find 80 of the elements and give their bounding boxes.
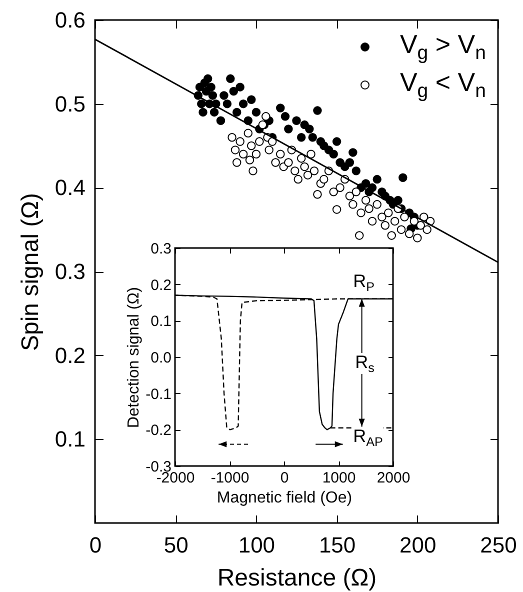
point [290,166,300,176]
point [410,216,419,226]
y-tick-label: -0.2 [146,422,172,440]
point [332,205,342,214]
point [246,141,256,150]
point [354,231,364,240]
point [390,216,400,226]
point [300,162,309,172]
point [336,183,344,192]
x-tick-label: 50 [164,532,188,558]
point [228,133,236,142]
legend-label: V$_{g}$ < V$_{n}$ [400,67,486,103]
x-tick-label: 2000 [376,470,410,486]
y-axis-title: Spin signal (Ω) [16,192,44,352]
point [384,208,393,218]
point [294,174,302,184]
point [296,154,306,163]
point [361,196,370,205]
point [352,187,361,196]
point [245,156,254,164]
point [306,150,316,158]
point [238,150,248,158]
point [348,200,358,209]
point [244,128,253,138]
annotation: R$_{AP}$ [353,426,383,449]
point [329,187,338,196]
point [276,150,285,158]
point [310,166,319,176]
x-axis-title: Magnetic field (Oe) [216,490,352,506]
point [378,212,386,222]
x-tick-label: 0 [280,470,289,486]
point [396,225,406,234]
point [413,234,422,242]
point [345,192,354,200]
y-tick-label: 0.5 [54,91,86,116]
y-tick-label: 0.1 [54,426,86,452]
x-axis-title: Resistance (Ω) [217,564,377,592]
point [320,174,328,184]
point [262,112,270,121]
point [255,137,264,146]
point [380,221,390,230]
x-tick-label: 100 [238,532,276,558]
point [313,190,322,199]
x-tick-label: 250 [480,532,517,558]
point [356,208,366,218]
point [400,212,409,222]
point [230,146,240,154]
point [368,216,377,226]
annotation: R$_{s}$ [355,352,374,375]
point [271,158,280,167]
point [387,231,396,240]
point [264,146,274,154]
y-tick-label: 0.2 [54,342,86,368]
x-tick-label: 0 [89,532,102,558]
y-tick-label: 0.3 [150,240,172,258]
y-tick-label: 0.6 [54,8,86,32]
x-tick-label: 200 [400,532,436,558]
point [303,170,312,180]
y-tick-label: 0.3 [54,259,86,284]
y-tick-label: -0.1 [146,386,172,403]
x-tick-label: 1000 [322,470,356,486]
point [422,225,432,234]
legend-label: V$_{g}$ > V$_{n}$ [400,29,486,65]
point [236,137,244,146]
annotation: R$_{P}$ [353,271,374,294]
point [232,158,242,167]
x-tick-label: 150 [318,532,356,558]
y-axis-title: Detection signal (Ω) [126,287,143,428]
point [416,221,425,230]
point [284,158,293,167]
point [364,204,374,213]
y-tick-label: 0.2 [150,276,172,294]
point [372,200,382,209]
point [248,166,258,176]
y-tick-label: 0.0 [150,350,172,366]
point [404,229,414,238]
x-tick-label: -1000 [210,470,250,486]
y-tick-label: 0.4 [54,175,86,200]
y-tick-label: 0.1 [150,313,172,330]
point [252,150,261,158]
